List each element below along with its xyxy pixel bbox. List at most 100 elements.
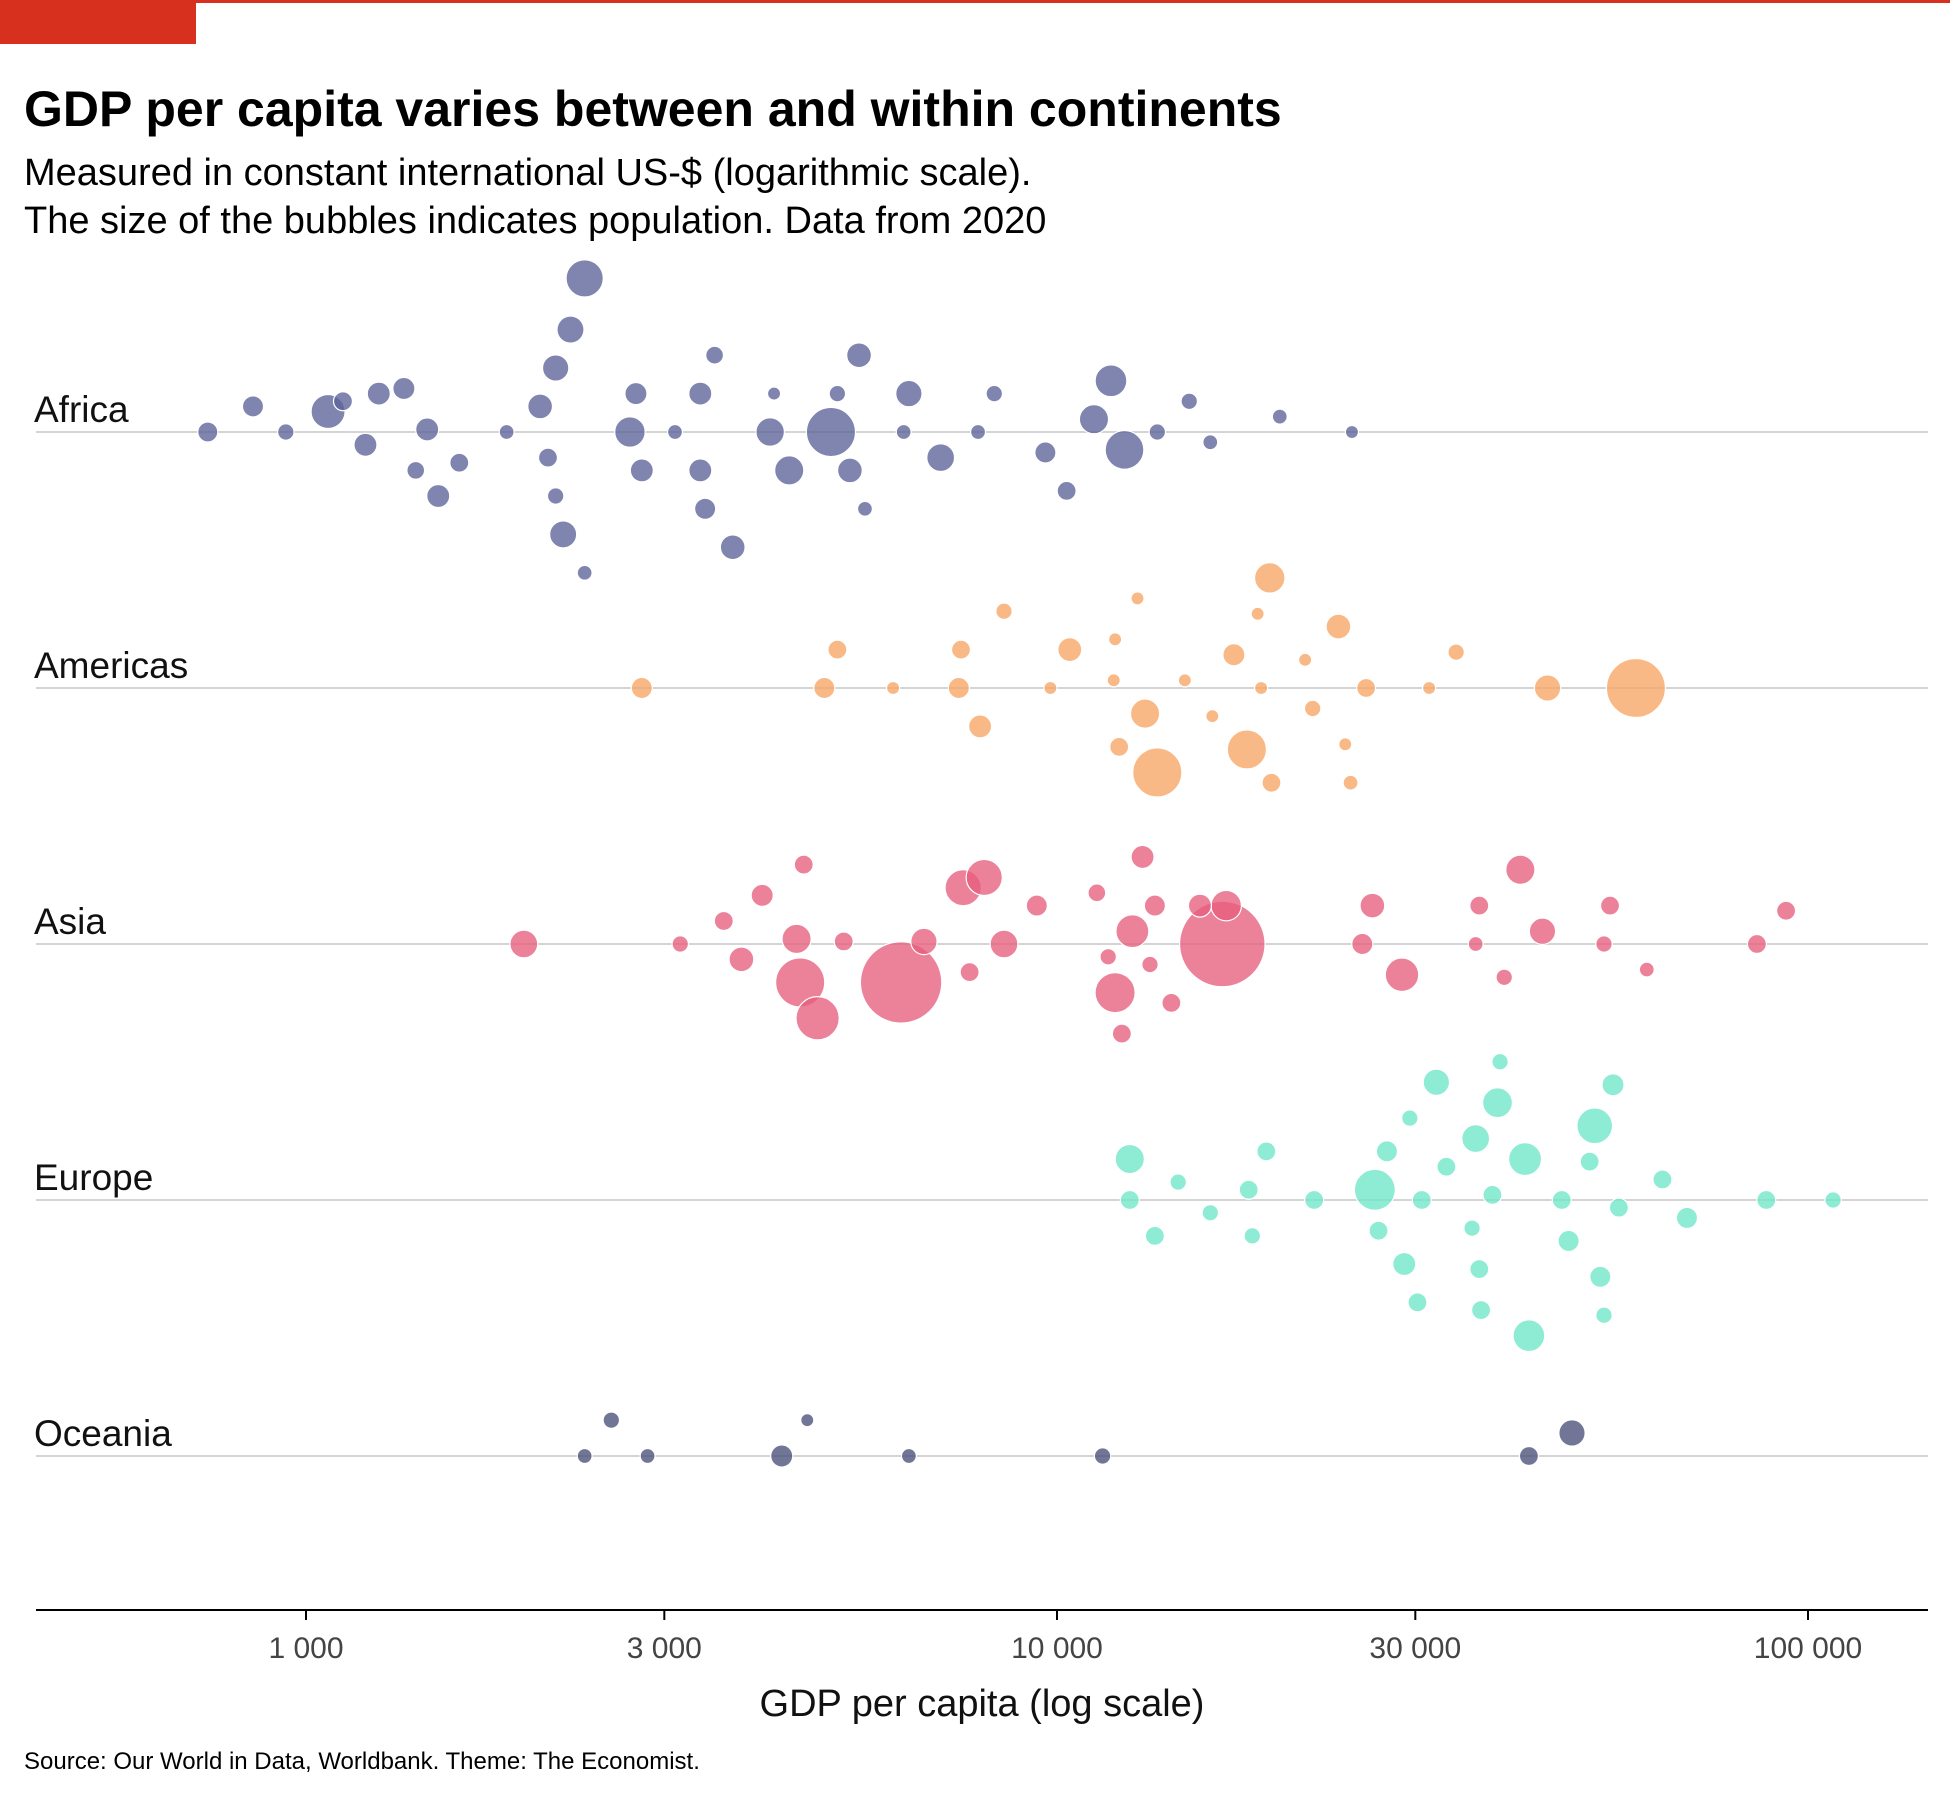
bubble-africa-43: [498, 423, 515, 441]
bubble-oceania-1: [770, 1444, 794, 1468]
bubble-europe-20: [1407, 1292, 1428, 1313]
bubble-asia-4: [1094, 971, 1136, 1014]
bubble-africa-51: [766, 386, 782, 401]
bubble-americas-22: [885, 680, 901, 696]
top-accent-line: [0, 0, 1950, 3]
bubble-africa-24: [688, 458, 713, 483]
bubble-asia-17: [1359, 892, 1386, 919]
bubble-americas-6: [1325, 613, 1352, 640]
bubble-africa-19: [353, 432, 378, 457]
bubble-africa-17: [836, 457, 863, 484]
bubble-asia-22: [1143, 894, 1167, 917]
bubble-asia-31: [1599, 895, 1621, 916]
bubble-europe-28: [1608, 1197, 1629, 1218]
x-tick-label: 3 000: [627, 1632, 702, 1665]
bubble-africa-7: [1078, 404, 1110, 435]
bubble-asia-41: [1638, 961, 1655, 978]
bubble-americas-13: [827, 639, 848, 660]
bubble-asia-40: [1467, 935, 1484, 953]
bubble-europe-32: [1201, 1204, 1220, 1222]
bubble-americas-2: [1226, 729, 1268, 770]
bubble-asia-18: [1130, 844, 1155, 870]
bubble-europe-17: [1256, 1141, 1277, 1162]
bubble-europe-29: [1652, 1169, 1673, 1190]
bubble-africa-10: [556, 315, 585, 344]
bubble-africa-37: [277, 423, 295, 441]
bubble-europe-4: [1482, 1087, 1514, 1119]
bubble-americas-1: [1132, 747, 1183, 798]
source-note: Source: Our World in Data, Worldbank. Th…: [24, 1748, 700, 1775]
bubble-americas-17: [1356, 677, 1377, 699]
top-accent-block: [0, 0, 196, 44]
bubble-asia-36: [1099, 948, 1117, 966]
continent-gridlines: [36, 431, 1928, 1457]
bubble-europe-19: [1368, 1220, 1389, 1241]
bubble-europe-34: [1401, 1109, 1419, 1127]
bubble-africa-32: [449, 452, 470, 473]
x-tick-label: 10 000: [1011, 1632, 1103, 1665]
bubble-asia-20: [750, 883, 774, 907]
bubble-europe-13: [1675, 1206, 1699, 1230]
bubble-asia-34: [1087, 883, 1107, 903]
bubble-europe-16: [1238, 1179, 1259, 1200]
x-axis-ticks: 1 000 3 000 10 000 30 000 100 000: [268, 1610, 1862, 1665]
bubble-africa-5: [614, 416, 646, 448]
bubble-europe-21: [1411, 1189, 1432, 1211]
category-label-americas: Americas: [34, 645, 188, 686]
bubble-africa-30: [197, 421, 219, 443]
bubble-africa-31: [332, 391, 354, 412]
bubble-europe-27: [1579, 1151, 1600, 1172]
bubble-africa-28: [693, 497, 717, 520]
category-label-oceania: Oceania: [34, 1413, 172, 1454]
bubble-europe-9: [1601, 1073, 1625, 1097]
bubble-africa-41: [1148, 423, 1167, 441]
bubble-europe-31: [1169, 1173, 1187, 1191]
chart-subtitle-line-1: Measured in constant international US-$ …: [24, 152, 1032, 194]
category-label-asia: Asia: [34, 901, 106, 942]
bubble-europe-37: [1595, 1306, 1613, 1324]
x-tick-label: 100 000: [1754, 1632, 1862, 1665]
bubble-oceania-2: [1518, 1445, 1539, 1467]
bubble-americas-8: [968, 714, 993, 739]
bubble-asia-33: [1776, 900, 1797, 921]
bubble-americas-5: [1533, 674, 1562, 702]
bubble-americas-30: [1254, 680, 1269, 696]
bubble-europe-7: [1422, 1068, 1451, 1096]
bubble-asia-26: [833, 931, 854, 952]
bubble-americas-24: [1106, 673, 1121, 688]
x-axis-title: GDP per capita (log scale): [760, 1683, 1205, 1725]
bubble-europe-11: [1557, 1229, 1580, 1253]
bubble-asia-35: [671, 935, 690, 953]
bubble-europe-30: [1756, 1189, 1777, 1211]
bubble-asia-7: [1384, 957, 1420, 993]
bubble-americas-4: [1129, 698, 1161, 729]
bubble-europe-24: [1470, 1300, 1492, 1321]
bubble-europe-5: [1114, 1143, 1145, 1175]
bubble-africa-20: [415, 417, 440, 442]
bubble-europe-22: [1436, 1156, 1457, 1177]
bubble-asia-37: [1141, 955, 1159, 974]
bubble-americas-32: [1338, 737, 1353, 752]
bubble-africa-35: [406, 460, 426, 480]
bubble-africa-36: [705, 345, 725, 365]
bubble-americas-3: [1253, 562, 1286, 594]
bubble-asia-10: [781, 923, 812, 955]
bubble-americas-27: [1177, 673, 1192, 688]
bubble-africa-50: [1271, 408, 1288, 425]
bubble-asia-23: [1351, 932, 1374, 956]
bubble-asia-30: [1469, 895, 1490, 916]
x-tick-label: 1 000: [268, 1632, 343, 1665]
bubble-oceania-6: [639, 1447, 656, 1465]
bubble-africa-21: [426, 483, 451, 509]
bubble-europe-2: [1508, 1141, 1543, 1177]
bubble-africa-29: [1034, 441, 1057, 464]
bubble-americas-20: [1447, 643, 1465, 661]
bubble-asia-12: [509, 929, 539, 959]
bubble-africa-9: [926, 443, 956, 473]
bubble-asia-25: [793, 854, 814, 875]
bubble-europe-18: [1304, 1189, 1325, 1211]
bubble-europe-10: [1375, 1140, 1399, 1163]
bubble-europe-33: [1243, 1227, 1262, 1245]
bubble-americas-28: [1205, 709, 1220, 724]
